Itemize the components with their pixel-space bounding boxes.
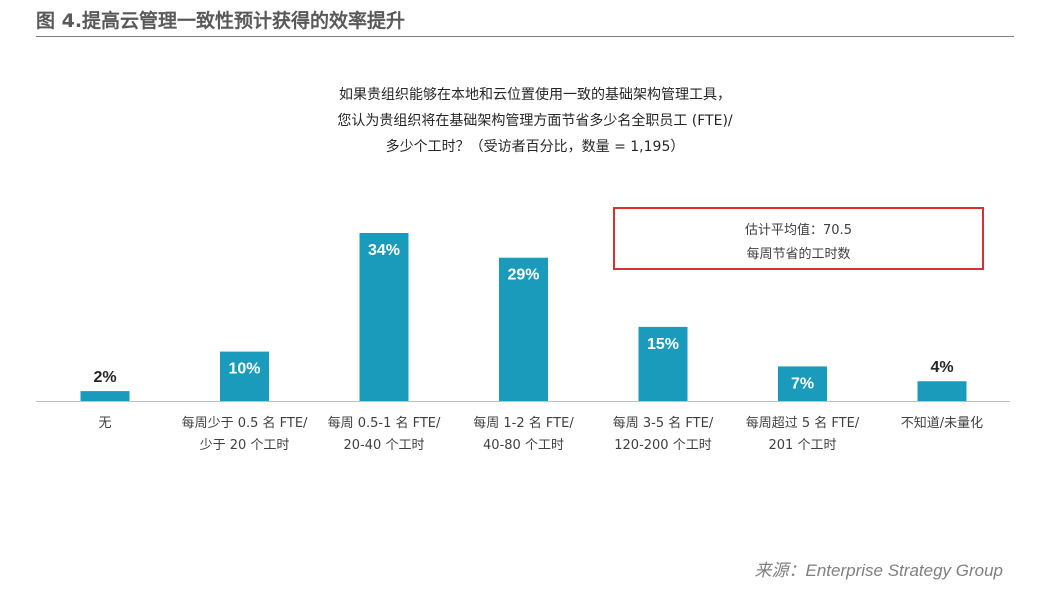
figure-title: 图 4.提高云管理一致性预计获得的效率提升 xyxy=(36,10,406,32)
category-label-6-line-0: 不知道/未量化 xyxy=(901,415,983,431)
bar-1 xyxy=(220,351,269,401)
question-line-1: 如果贵组织能够在本地和云位置使用一致的基础架构管理工具， xyxy=(339,87,731,103)
question-line-2: 您认为贵组织将在基础架构管理方面节省多少名全职员工 (FTE)/ xyxy=(337,113,733,129)
source-note: 来源：Enterprise Strategy Group xyxy=(754,561,1003,580)
bar-0 xyxy=(80,391,130,401)
category-label-1-line-0: 每周少于 0.5 名 FTE/ xyxy=(182,415,308,431)
bar-value-label-1: 10% xyxy=(228,361,260,378)
category-label-3-line-0: 每周 1-2 名 FTE/ xyxy=(473,415,574,431)
category-label-5-line-0: 每周超过 5 名 FTE/ xyxy=(746,415,860,431)
bar-value-label-2: 34% xyxy=(368,242,400,259)
bar-4 xyxy=(638,326,688,401)
category-label-4-line-1: 120-200 个工时 xyxy=(614,438,711,453)
category-label-3-line-1: 40-80 个工时 xyxy=(483,438,564,453)
average-annotation-box: 估计平均值：70.5 每周节省的工时数 xyxy=(613,207,984,270)
category-label-0-line-0: 无 xyxy=(98,416,111,431)
bar-5 xyxy=(778,366,827,401)
bar-value-label-5: 7% xyxy=(791,375,814,392)
category-label-2-line-1: 20-40 个工时 xyxy=(344,438,425,453)
category-label-1-line-1: 少于 20 个工时 xyxy=(200,438,290,453)
bar-2 xyxy=(359,233,409,401)
bar-value-label-6: 4% xyxy=(930,359,953,376)
bar-6 xyxy=(917,381,967,401)
bar-value-label-0: 2% xyxy=(93,369,116,386)
category-label-5-line-1: 201 个工时 xyxy=(769,438,837,453)
bar-value-label-3: 29% xyxy=(507,267,539,284)
annotation-line-1: 估计平均值：70.5 xyxy=(745,223,852,238)
category-label-2-line-0: 每周 0.5-1 名 FTE/ xyxy=(328,415,441,431)
question-line-3: 多少个工时？（受访者百分比，数量 = 1,195） xyxy=(385,139,685,155)
chart-question: 如果贵组织能够在本地和云位置使用一致的基础架构管理工具， 您认为贵组织将在基础架… xyxy=(200,82,870,160)
bar-3 xyxy=(499,257,548,401)
annotation-line-2: 每周节省的工时数 xyxy=(746,247,851,262)
category-label-4-line-0: 每周 3-5 名 FTE/ xyxy=(613,415,714,431)
title-divider xyxy=(36,36,1014,37)
bar-value-label-4: 15% xyxy=(647,336,679,353)
